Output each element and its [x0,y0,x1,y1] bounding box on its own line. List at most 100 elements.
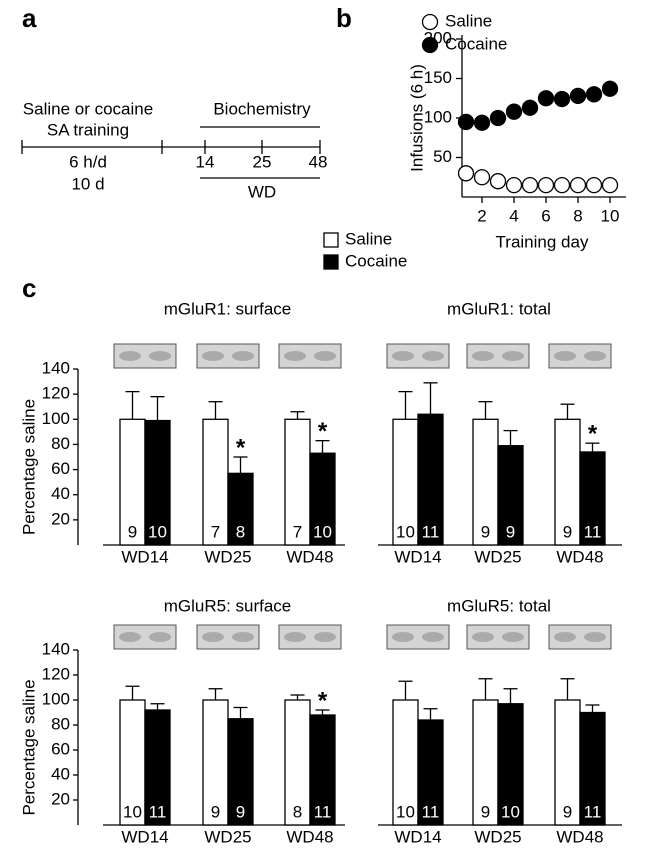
point [569,87,587,105]
chart-title: mGluR5: surface [164,596,292,615]
legend-label: Saline [445,11,492,30]
blot-band [554,351,576,361]
blot-band [472,351,494,361]
legend-swatch [323,254,339,270]
timeline-day: 25 [253,152,272,171]
blot-band [119,632,141,642]
point [601,176,619,194]
y-tick-label: 40 [51,764,70,783]
bar [202,699,229,826]
timeline-text: WD [248,182,276,201]
y-tick-label: 120 [42,664,70,683]
x-axis-label: Training day [496,232,589,251]
y-tick-label: 140 [42,639,70,658]
significance-marker: * [318,418,328,445]
x-tick-label: WD25 [204,827,251,846]
x-tick-label: 4 [509,206,518,225]
y-tick-label: 40 [51,484,70,503]
bar [497,445,524,546]
point [537,90,555,107]
legend-marker [421,36,439,54]
blot-band [422,351,444,361]
bar [144,709,171,826]
point [473,169,491,186]
bar [417,413,444,546]
x-tick-label: WD14 [121,547,168,566]
point [505,176,523,194]
timeline: Saline or cocaine SA training 6 h/d 10 d… [21,99,328,201]
timeline-day: 48 [309,152,328,171]
point [537,176,555,194]
blot-band [202,351,224,361]
n-label: 10 [396,802,415,821]
n-label: 9 [128,522,137,541]
blot-band [472,632,494,642]
point [585,86,603,103]
point [489,173,507,190]
n-label: 11 [314,802,332,821]
blot-band [392,632,414,642]
chart-title: mGluR1: total [447,299,551,318]
y-tick-label: 100 [424,107,452,126]
blot-band [284,632,306,642]
x-tick-label: 8 [573,206,582,225]
point [457,165,475,182]
bar [284,418,311,546]
blot-band [314,351,336,361]
blot-band [502,351,524,361]
n-label: 8 [293,802,302,821]
point [489,109,507,127]
x-tick-label: WD25 [204,547,251,566]
y-axis-label: Percentage saline [19,679,38,815]
y-tick-label: 100 [42,409,70,428]
timeline-text: 6 h/d [69,152,107,171]
panel-label: c [22,273,36,303]
n-label: 9 [211,802,220,821]
blot-band [149,351,171,361]
bar [554,699,581,826]
n-label: 10 [501,802,520,821]
bar [119,418,146,546]
blot-band [584,351,606,361]
n-label: 7 [293,522,302,541]
blot-band [584,632,606,642]
point [553,176,571,194]
n-label: 9 [481,522,490,541]
n-label: 10 [148,522,167,541]
bar [579,451,606,546]
x-tick-label: 2 [477,206,486,225]
blot-band [502,632,524,642]
y-tick-label: 150 [424,68,452,87]
bar [472,699,499,826]
legend-swatch [323,232,339,248]
n-label: 7 [211,522,220,541]
point [505,103,523,120]
n-label: 9 [563,802,572,821]
y-tick-label: 120 [42,384,70,403]
y-axis-label: Infusions (6 h) [407,64,426,172]
significance-marker: * [236,434,246,461]
n-label: 8 [236,522,245,541]
y-tick-label: 60 [51,459,70,478]
x-tick-label: WD14 [121,827,168,846]
n-label: 11 [422,522,440,541]
blot-band [119,351,141,361]
panel-label: b [336,3,352,33]
blot-band [202,632,224,642]
point [473,114,491,131]
n-label: 11 [584,802,602,821]
n-label: 9 [563,522,572,541]
y-tick-label: 20 [51,789,70,808]
x-tick-label: WD48 [556,547,603,566]
legend-label: Saline [345,229,392,248]
x-tick-label: WD48 [556,827,603,846]
significance-marker: * [588,421,598,448]
blot-band [422,632,444,642]
point [553,90,571,108]
y-tick-label: 140 [42,358,70,377]
bar [497,703,524,826]
bar [417,719,444,826]
timeline-text: Biochemistry [213,99,311,118]
